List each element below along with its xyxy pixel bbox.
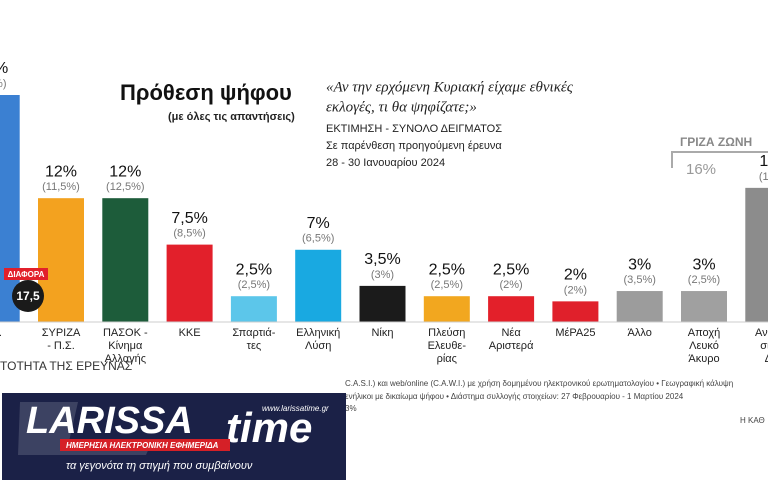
bar: [423, 296, 470, 322]
category-label: Αποχή Λευκό Άκυρο: [688, 327, 720, 365]
overlay: LARISSA time www.larissatime.gr ΗΜΕΡΗΣΙΑ…: [2, 393, 346, 480]
difference-badge: [4, 268, 48, 280]
category-label: ΜέΡΑ25: [555, 327, 595, 339]
gray-zone-title: ΓΡΙΖΑ ΖΩΝΗ: [680, 135, 752, 149]
bar: [102, 198, 149, 322]
bar: [616, 291, 663, 322]
logo-name: time: [226, 404, 312, 451]
value-label: 12%: [45, 163, 77, 180]
value-label: 2,5%: [429, 261, 465, 278]
bar: [166, 244, 213, 322]
previous-label: (12,: [759, 171, 768, 183]
logo-shape: [18, 402, 150, 455]
footnote: 3%: [345, 404, 357, 413]
category-label: ΣΥΡΙΖΑ - Π.Σ.: [42, 327, 81, 352]
previous-label: (12,5%): [106, 181, 145, 193]
previous-label: (2,5%): [238, 279, 270, 291]
value-label: 12%: [109, 163, 141, 180]
note: Σε παρένθεση προηγούμενη έρευνα: [326, 140, 502, 152]
previous-label: (6,5%): [302, 233, 334, 245]
category-label: Πλεύση Ελευθε-ρίας: [428, 327, 467, 365]
category-label: ΑναπσισΔ: [755, 327, 768, 365]
logo-url: www.larissatime.gr: [262, 404, 329, 413]
question: «Αν την ερχόμενη Κυριακή είχαμε εθνικές: [326, 79, 574, 95]
footnote: ενήλικοι με δικαίωμα ψήφου • Διάστημα συ…: [345, 392, 684, 401]
difference-title: ΔΙΑΦΟΡΑ: [8, 270, 45, 279]
logo-name: LARISSA: [26, 400, 193, 442]
logo-box: [2, 393, 346, 480]
note: 28 - 30 Ιανουαρίου 2024: [326, 157, 445, 169]
logo-slogan: τα γεγονότα τη στιγμή που συμβαίνουν: [66, 460, 253, 472]
category-label: Άλλο: [628, 327, 652, 339]
note: ΕΚΤΙΜΗΣΗ - ΣΥΝΟΛΟ ΔΕΙΓΜΑΤΟΣ: [326, 123, 502, 135]
previous-label: (8,5%): [173, 228, 205, 240]
bar: [552, 301, 599, 322]
category-label: Νίκη: [371, 327, 393, 339]
previous-label: (2,5%): [688, 274, 720, 286]
value-label: 2,5%: [236, 261, 272, 278]
bar: [359, 285, 406, 322]
source: Η ΚΑΘ: [740, 416, 765, 425]
category-label: Ελληνική Λύση: [296, 327, 340, 352]
category-label: ΚΚΕ: [179, 327, 201, 339]
category-label: Δ.: [0, 327, 2, 339]
previous-label: (3%): [371, 269, 394, 281]
bar: [0, 95, 20, 322]
bar: [38, 198, 84, 322]
previous-label: (11,5%): [42, 181, 80, 193]
chart-subtitle: (με όλες τις απαντήσεις): [168, 111, 295, 123]
previous-label: 5%): [0, 78, 6, 90]
difference-circle: [12, 280, 44, 312]
gray-zone-bracket: [671, 151, 768, 168]
value-label: 3,5%: [364, 251, 400, 268]
value-label: 2,5%: [493, 261, 529, 278]
category-label: Νέα Αριστερά: [489, 327, 534, 352]
previous-label: (2%): [499, 279, 522, 291]
logo-strap: ΗΜΕΡΗΣΙΑ ΗΛΕΚΤΡΟΝΙΚΗ ΕΦΗΜΕΡΙΔΑ: [66, 441, 219, 450]
previous-label: (2%): [564, 284, 587, 296]
bar: [295, 249, 342, 322]
value-label: 7,5%: [171, 210, 207, 227]
gray-zone-total: 16%: [686, 161, 716, 178]
bar: [230, 296, 277, 322]
category-label: Σπαρτιά-τες: [232, 327, 275, 352]
bar: [488, 296, 535, 322]
logo-strap-bg: [60, 439, 230, 451]
bars: 5%5%)Δ.12%(11,5%)ΣΥΡΙΖΑ- Π.Σ.12%(12,5%)Π…: [0, 60, 768, 365]
value-label: 5%: [0, 60, 8, 77]
difference-value: 17,5: [16, 289, 40, 303]
category-label: ΠΑΣΟΚ -Κίνημα Αλλαγής: [103, 327, 148, 365]
section-title: ΤΟΤΗΤΑ ΤΗΣ ΕΡΕΥΝΑΣ: [0, 359, 132, 373]
value-label: 3%: [692, 256, 715, 273]
value-label: 3%: [628, 256, 651, 273]
chart-title: Πρόθεση ψήφου: [120, 80, 292, 105]
value-label: 2%: [564, 267, 587, 284]
bar: [681, 291, 727, 322]
bar: [745, 187, 768, 322]
footnote: C.A.S.I.) και web/online (C.A.W.I.) με χ…: [345, 379, 733, 388]
question: εκλογές, τι θα ψηφίζατε;»: [326, 99, 477, 115]
value-label: 13: [759, 153, 768, 170]
previous-label: (2,5%): [431, 279, 463, 291]
value-label: 7%: [307, 215, 330, 232]
previous-label: (3,5%): [623, 274, 655, 286]
